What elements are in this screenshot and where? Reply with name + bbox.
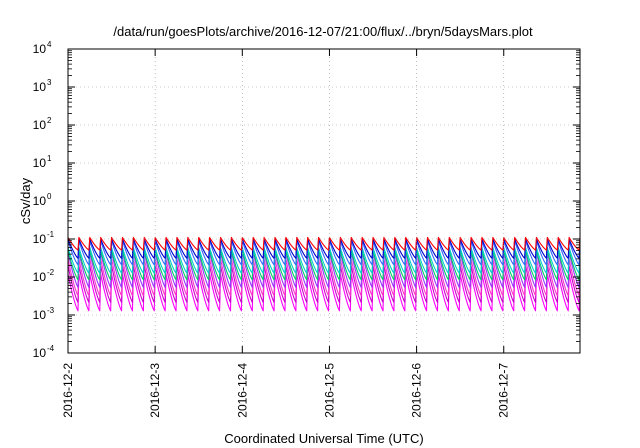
y-tick-exponent: 2 [47, 116, 52, 125]
y-tick-label: 10 [33, 346, 47, 360]
x-tick-label: 2016-12-6 [410, 363, 424, 418]
series-line-9 [67, 236, 581, 251]
plot-area [67, 236, 581, 312]
series-line-7 [67, 240, 581, 266]
y-tick-exponent: 1 [47, 154, 52, 163]
series-line-3 [67, 258, 581, 297]
series-line-2 [67, 265, 581, 303]
x-tick-label: 2016-12-3 [148, 363, 162, 418]
y-axis-label: cSv/day [18, 177, 33, 224]
y-tick-label: 10 [33, 308, 47, 322]
x-axis-label: Coordinated Universal Time (UTC) [224, 431, 423, 446]
y-tick-label: 10 [33, 80, 47, 94]
chart-title: /data/run/goesPlots/archive/2016-12-07/2… [113, 24, 533, 39]
series-line-5 [67, 249, 581, 281]
x-tick-label: 2016-12-7 [497, 363, 511, 418]
y-tick-exponent: 0 [47, 192, 52, 201]
series-line-4 [67, 251, 581, 288]
y-tick-label: 10 [33, 270, 47, 284]
series-line-6 [67, 246, 581, 274]
y-tick-exponent: -1 [47, 230, 55, 239]
x-tick-label: 2016-12-5 [322, 363, 336, 418]
y-tick-label: 10 [33, 194, 47, 208]
y-tick-label: 10 [33, 232, 47, 246]
x-tick-label: 2016-12-2 [61, 363, 75, 418]
y-tick-exponent: 3 [47, 78, 52, 87]
y-tick-label: 10 [33, 156, 47, 170]
y-tick-label: 10 [33, 118, 47, 132]
x-axis: 2016-12-2 2016-12-3 2016-12-4 2016-12-5 2016… [61, 49, 511, 418]
y-tick-exponent: -3 [47, 306, 55, 315]
y-tick-exponent: -2 [47, 268, 55, 277]
series-line-8 [67, 238, 581, 259]
x-tick-label: 2016-12-4 [235, 363, 249, 418]
y-tick-exponent: 4 [47, 40, 52, 49]
series-line-1 [67, 273, 581, 312]
y-tick-label: 10 [33, 42, 47, 56]
grid-lines [68, 49, 580, 353]
y-tick-exponent: -4 [47, 344, 55, 353]
